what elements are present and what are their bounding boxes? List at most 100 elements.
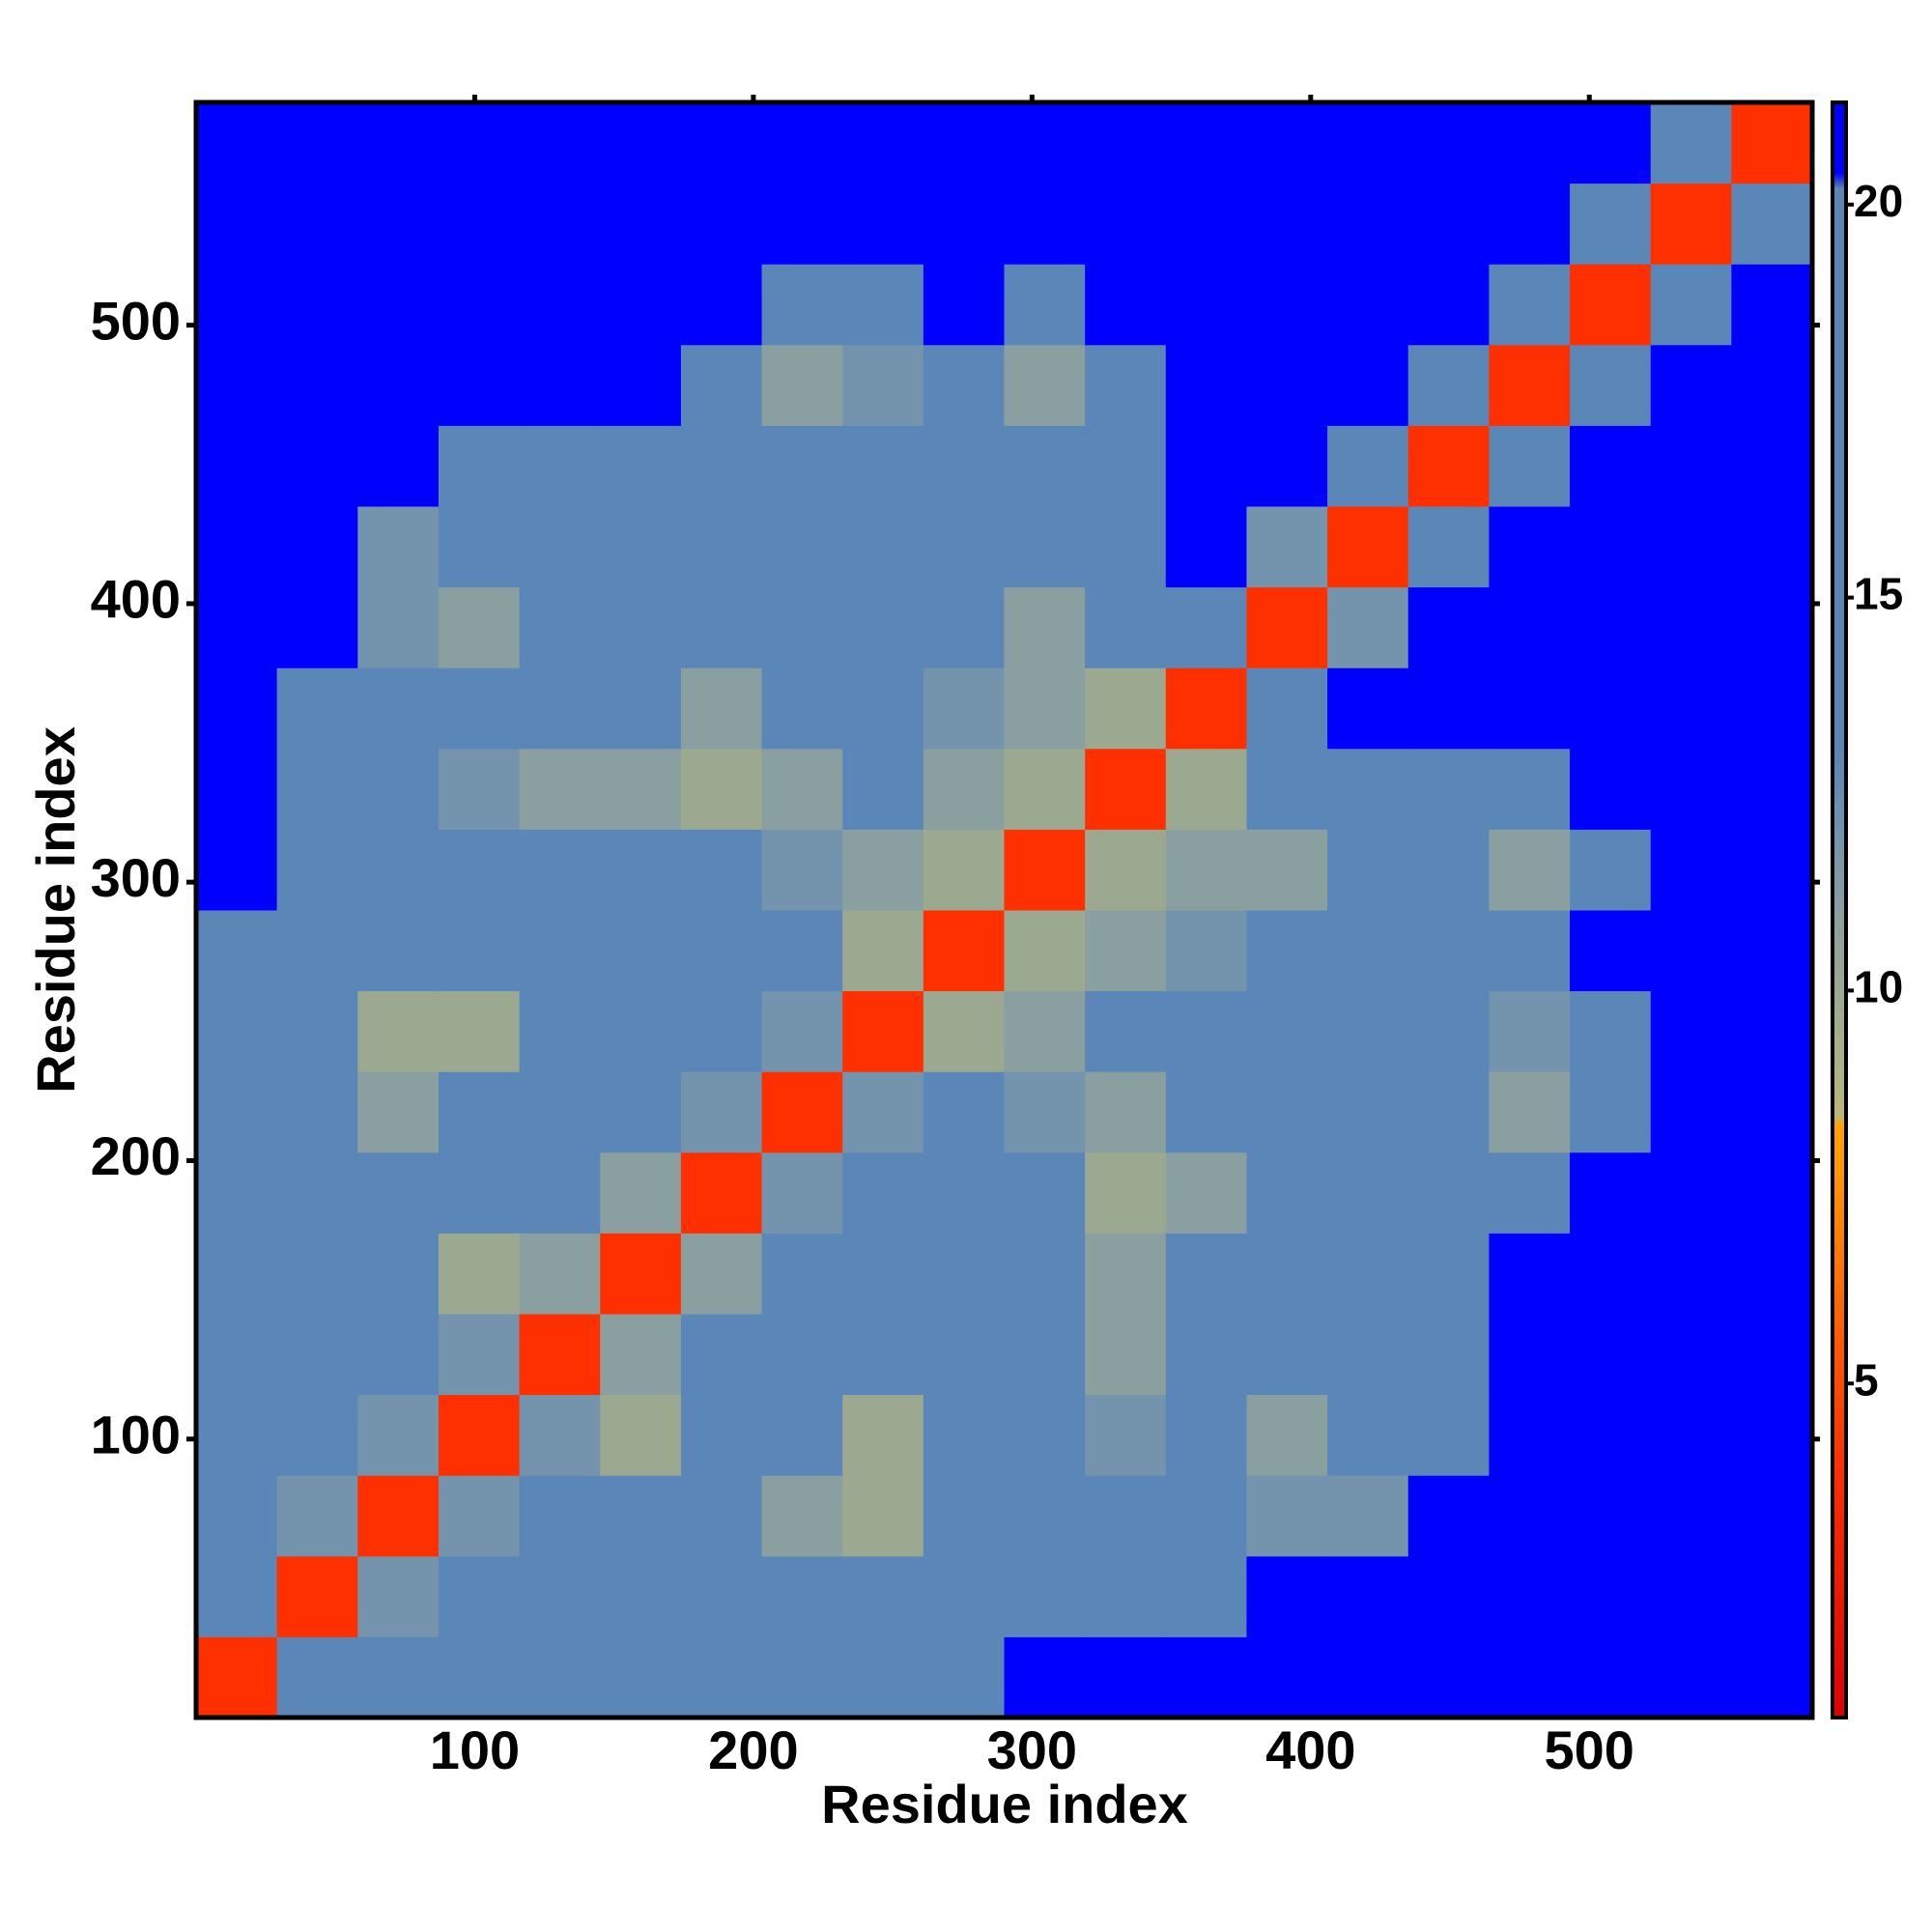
cell — [196, 1636, 278, 1719]
cell — [1327, 1475, 1409, 1557]
cell — [1004, 344, 1086, 426]
cell — [600, 1555, 682, 1637]
cell — [923, 1071, 1005, 1153]
cell — [276, 183, 358, 265]
cell — [1489, 910, 1571, 992]
cell — [1085, 1636, 1167, 1719]
cell — [842, 506, 924, 588]
cell — [1004, 1071, 1086, 1153]
cell — [1731, 1394, 1813, 1476]
cell — [1650, 1314, 1732, 1396]
cell — [438, 102, 521, 185]
cell — [196, 668, 278, 750]
cell — [1650, 1394, 1732, 1476]
cell — [1085, 1555, 1167, 1637]
cell — [923, 586, 1005, 668]
cell — [1327, 668, 1409, 750]
cell — [680, 1555, 763, 1637]
cell — [1246, 425, 1328, 507]
x-tick-label: 300 — [987, 1719, 1077, 1780]
cell — [1004, 1636, 1086, 1719]
cell — [1246, 748, 1328, 830]
cell — [600, 425, 682, 507]
cell — [1327, 1151, 1409, 1234]
cell — [1407, 264, 1490, 346]
cell — [276, 1071, 358, 1153]
cell — [1165, 1071, 1247, 1153]
cell — [680, 990, 763, 1072]
cell — [1165, 990, 1247, 1072]
cell — [1246, 1555, 1328, 1637]
cell — [276, 1233, 358, 1315]
cell — [600, 1475, 682, 1557]
cell — [923, 748, 1005, 830]
cell — [1165, 668, 1247, 750]
cell — [196, 344, 278, 426]
cell — [519, 910, 601, 992]
cell — [1165, 586, 1247, 668]
cell — [196, 1555, 278, 1637]
cell — [923, 102, 1005, 185]
cell — [276, 829, 358, 911]
cell — [196, 1394, 278, 1476]
cell — [842, 425, 924, 507]
cell — [1246, 1636, 1328, 1719]
cell — [1407, 1394, 1490, 1476]
cell — [1085, 829, 1167, 911]
cell — [1246, 1394, 1328, 1476]
cell — [1731, 1071, 1813, 1153]
cell — [923, 1151, 1005, 1234]
cell — [1489, 506, 1571, 588]
cell — [196, 1071, 278, 1153]
x-tick-label: 100 — [430, 1719, 520, 1780]
cell — [842, 1394, 924, 1476]
cell — [1004, 748, 1086, 830]
cell — [1407, 586, 1490, 668]
cell — [1731, 829, 1813, 911]
cell — [761, 425, 843, 507]
cell — [1650, 990, 1732, 1072]
cell — [1407, 910, 1490, 992]
cell — [1327, 1636, 1409, 1719]
cell — [1407, 990, 1490, 1072]
cell — [1004, 183, 1086, 265]
cell — [1327, 425, 1409, 507]
cell — [1085, 586, 1167, 668]
cell — [438, 264, 521, 346]
cell — [761, 829, 843, 911]
cell — [1489, 1475, 1571, 1557]
cell — [1650, 829, 1732, 911]
cell — [1085, 1475, 1167, 1557]
cell — [519, 586, 601, 668]
cell — [1650, 1233, 1732, 1315]
cell — [842, 102, 924, 185]
cell — [923, 910, 1005, 992]
cell — [1004, 1394, 1086, 1476]
cell — [1004, 264, 1086, 346]
cell — [680, 1394, 763, 1476]
cell — [1731, 1151, 1813, 1234]
cell — [680, 829, 763, 911]
cell — [519, 264, 601, 346]
cell — [761, 1475, 843, 1557]
cell — [1407, 506, 1490, 588]
cell — [761, 748, 843, 830]
cell — [842, 1071, 924, 1153]
cell — [1004, 668, 1086, 750]
cell — [276, 425, 358, 507]
cell — [1085, 748, 1167, 830]
cell — [1004, 1233, 1086, 1315]
y-tick-label: 400 — [91, 569, 181, 630]
cell — [357, 829, 440, 911]
cell — [1570, 1233, 1652, 1315]
cell — [600, 1394, 682, 1476]
cell — [1004, 102, 1086, 185]
cell — [196, 425, 278, 507]
cell — [923, 1314, 1005, 1396]
cell — [842, 183, 924, 265]
cell — [438, 990, 521, 1072]
cell — [600, 264, 682, 346]
cell — [680, 506, 763, 588]
cell — [842, 990, 924, 1072]
cell — [1327, 910, 1409, 992]
